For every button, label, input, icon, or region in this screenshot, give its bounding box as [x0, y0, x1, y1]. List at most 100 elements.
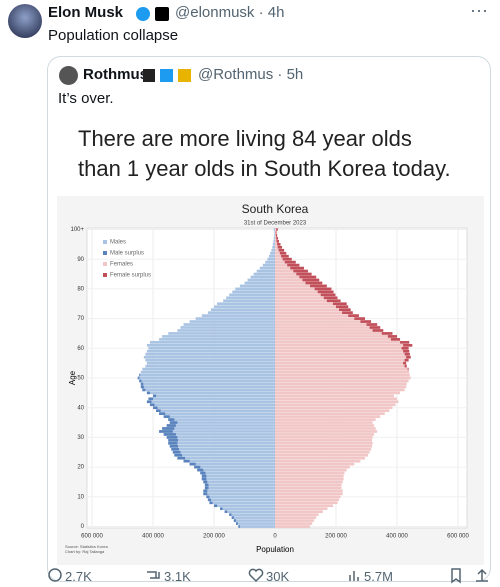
bar — [275, 489, 343, 493]
bar — [273, 237, 275, 240]
bar — [275, 468, 347, 472]
bar — [229, 293, 275, 297]
bar — [275, 504, 333, 508]
bar — [231, 516, 275, 519]
surplus-bar — [159, 430, 173, 433]
bar — [229, 513, 275, 516]
bar — [275, 462, 355, 466]
bar — [206, 495, 275, 499]
bar — [275, 459, 361, 463]
surplus-bar — [153, 394, 157, 398]
bar — [275, 379, 409, 383]
bar — [142, 388, 275, 392]
surplus-bar — [166, 424, 176, 427]
bar — [137, 376, 275, 380]
surplus-bar — [317, 290, 334, 294]
quote-avatar — [59, 66, 78, 85]
bar — [275, 293, 336, 297]
bar — [275, 385, 407, 389]
bar — [163, 433, 275, 436]
bar — [275, 341, 410, 344]
quote-text: It’s over. — [58, 90, 114, 107]
bar — [274, 234, 275, 237]
reply-count: 2.7K — [65, 569, 92, 584]
surplus-bar — [137, 376, 140, 380]
bar — [275, 317, 365, 320]
surplus-bar — [279, 251, 287, 255]
bar — [275, 358, 409, 362]
bar — [275, 483, 342, 487]
bar — [272, 243, 275, 246]
bar — [204, 486, 275, 490]
surplus-bar — [168, 439, 179, 442]
bar — [203, 492, 275, 496]
source: Source: Statistics Korea — [65, 544, 108, 549]
bar — [159, 412, 275, 415]
bar — [210, 308, 275, 312]
share-icon[interactable] — [476, 568, 488, 582]
surplus-bar — [220, 507, 223, 511]
author-handle[interactable]: @elonmusk · 4h — [175, 4, 285, 21]
avatar[interactable] — [8, 4, 42, 38]
x-tick-label: 200 000 — [203, 534, 225, 540]
surplus-bar — [360, 320, 372, 323]
chart-image: There are more living 84 year olds than … — [57, 118, 484, 565]
bar — [275, 335, 397, 338]
bar — [207, 498, 275, 502]
surplus-bar — [194, 465, 201, 469]
surplus-bar — [163, 415, 170, 418]
x-tick-label: 0 — [273, 534, 277, 540]
y-tick-label: 90 — [77, 257, 84, 263]
reply-icon[interactable] — [48, 568, 62, 582]
surplus-bar — [235, 522, 238, 525]
bar — [275, 456, 365, 460]
surplus-bar — [200, 471, 206, 475]
surplus-bar — [139, 379, 142, 383]
surplus-bar — [231, 516, 234, 519]
surplus-bar — [332, 302, 347, 306]
surplus-bar — [189, 462, 196, 466]
legend-label: Female surplus — [110, 273, 151, 279]
surplus-bar — [305, 281, 323, 285]
bar — [201, 474, 275, 478]
bar — [275, 382, 407, 386]
bookmark-icon[interactable] — [451, 568, 461, 584]
bar — [146, 349, 275, 353]
bar — [275, 323, 378, 326]
bar — [274, 231, 275, 234]
bar — [275, 296, 338, 300]
author-name[interactable]: Elon Musk — [48, 4, 124, 21]
bar — [268, 254, 275, 258]
bar — [275, 343, 413, 347]
repost-count: 3.1K — [164, 569, 191, 584]
bar — [275, 492, 343, 496]
more-button[interactable]: ··· — [470, 0, 488, 20]
bar — [262, 263, 275, 267]
bar — [217, 302, 275, 306]
y-tick-label: 10 — [77, 494, 84, 500]
bar — [207, 311, 275, 314]
quote-card[interactable] — [47, 56, 491, 582]
bar — [171, 447, 275, 451]
bar — [183, 323, 275, 326]
surplus-bar — [146, 391, 150, 395]
bar — [275, 421, 373, 424]
surplus-bar — [206, 495, 210, 499]
bar — [142, 367, 275, 371]
credit: Chart by: Raj Tailanga — [65, 549, 105, 554]
bar — [148, 397, 275, 401]
y-tick-label: 40 — [77, 405, 84, 411]
like-icon[interactable] — [248, 568, 264, 583]
repost-icon[interactable] — [147, 571, 160, 579]
bar — [275, 513, 319, 516]
bar — [275, 525, 311, 528]
bar — [168, 439, 275, 442]
bar — [275, 474, 344, 478]
bar — [275, 314, 359, 317]
surplus-bar — [204, 483, 209, 487]
surplus-bar — [336, 305, 349, 309]
bar — [275, 355, 411, 359]
bar — [203, 480, 275, 484]
views-icon[interactable] — [349, 571, 359, 581]
